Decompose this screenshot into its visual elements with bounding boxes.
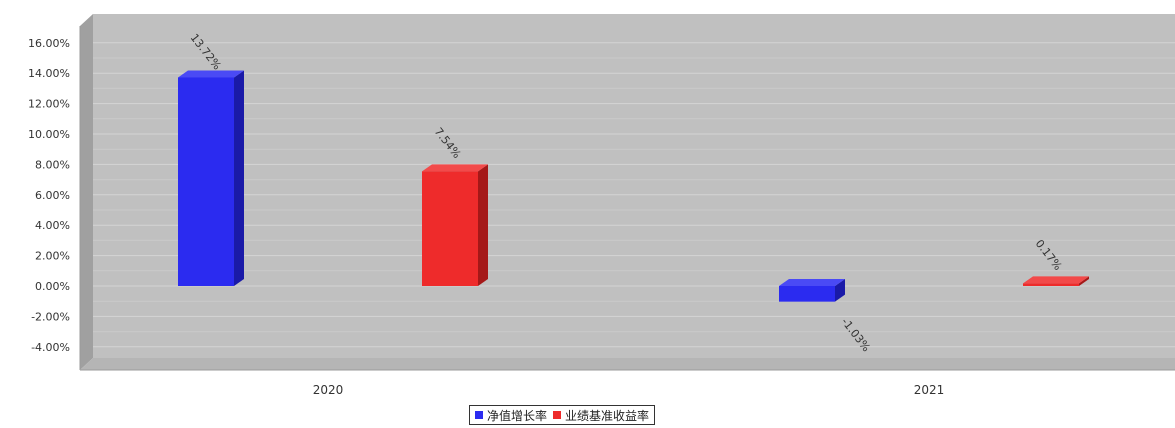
y-tick-label: 0.00% [35,280,70,293]
legend-item: 净值增长率 [475,407,547,424]
legend-swatch-red [553,411,562,419]
bar-top [779,279,845,286]
plot-floor [80,358,1175,370]
bar-side [478,164,488,286]
gridlines [93,42,1175,348]
legend-label: 业绩基准收益率 [565,408,650,423]
bar-side [234,70,244,287]
y-tick-label: -2.00% [31,310,70,323]
bar-top [422,164,488,172]
legend-swatch-blue [475,411,483,419]
y-tick-label: 10.00% [28,128,70,141]
y-tick-label: 2.00% [35,250,70,263]
y-tick-label: -4.00% [31,341,70,354]
plot-area [93,14,1175,358]
legend-item: 业绩基准收益率 [553,407,649,424]
bar [422,171,478,286]
y-tick-label: 14.00% [28,67,70,80]
x-axis-categories: 2020 2021 [313,383,945,397]
y-axis-ticks: 16.00% 14.00% 12.00% 10.00% 8.00% 6.00% 4.00% 2… [28,37,70,354]
legend-label: 净值增长率 [487,408,548,423]
x-category-label: 2021 [914,383,945,397]
y-tick-label: 12.00% [28,98,70,111]
bar-side [1079,276,1089,286]
y-tick-label: 4.00% [35,219,70,232]
y-tick-label: 6.00% [35,189,70,202]
legend: 净值增长率 业绩基准收益率 [469,405,656,425]
plot-side-wall [80,14,93,370]
bar-side [835,279,845,302]
y-tick-label: 16.00% [28,37,70,50]
bar [1023,283,1079,286]
x-category-label: 2020 [313,383,344,397]
bars [178,70,1089,302]
bar [779,286,835,302]
bar-top [1023,276,1089,284]
bar-top [178,70,244,78]
y-tick-label: 8.00% [35,158,70,171]
bar [178,77,234,287]
